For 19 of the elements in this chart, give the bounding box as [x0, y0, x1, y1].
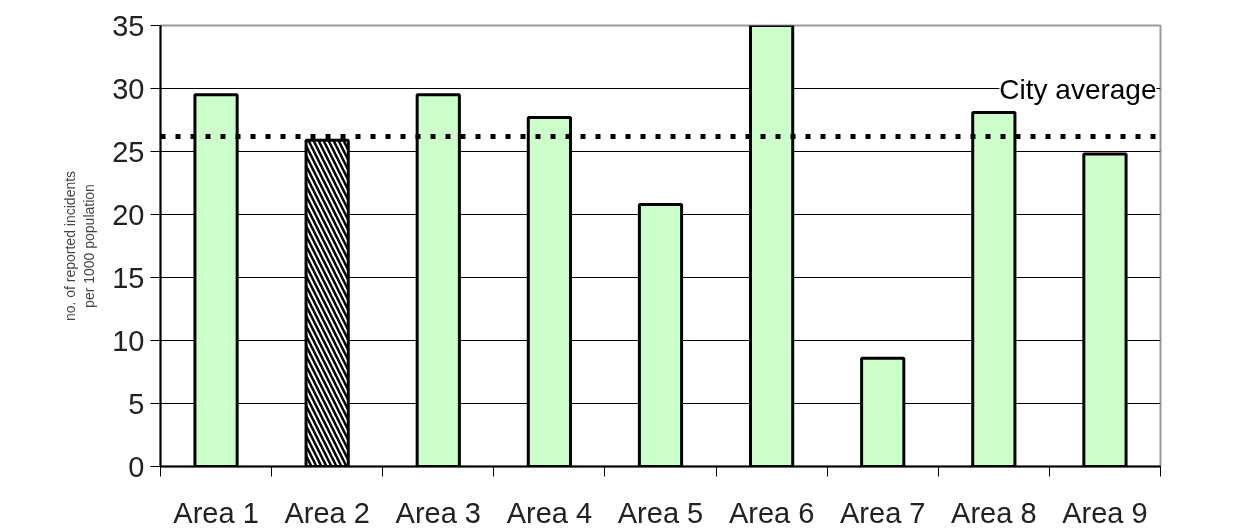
- y-tick-label: 15: [112, 261, 145, 294]
- x-tick-label: Area 5: [617, 496, 704, 529]
- y-tick-label: 20: [112, 198, 145, 231]
- x-tick-label: Area 1: [173, 496, 259, 529]
- y-tick-label: 10: [112, 324, 145, 357]
- y-tick-label: 0: [128, 450, 145, 483]
- y-tick-label: 30: [112, 72, 145, 105]
- y-axis-title: no. of reported incidents per 1000 population: [62, 170, 98, 322]
- y-tick-label: 35: [112, 9, 145, 42]
- x-tick-label: Area 4: [506, 496, 593, 529]
- x-tick-label: Area 8: [951, 496, 1037, 529]
- y-tick-label: 25: [112, 135, 145, 168]
- x-tick-label: Area 2: [284, 496, 370, 529]
- x-tick-label: Area 6: [728, 496, 815, 529]
- x-tick-label: Area 3: [395, 496, 482, 529]
- x-tick-label: Area 9: [1062, 496, 1148, 529]
- y-tick-label: 5: [128, 387, 145, 420]
- ref-line-label: City average: [999, 73, 1157, 105]
- x-tick-label: Area 7: [840, 496, 926, 529]
